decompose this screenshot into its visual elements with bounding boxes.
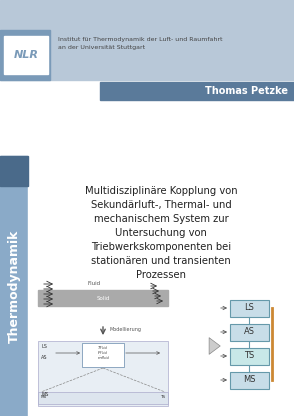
Bar — [0, 156, 28, 416]
Bar — [100, 82, 294, 100]
Bar — [38, 392, 168, 404]
Bar — [38, 341, 168, 406]
Text: TS: TS — [160, 395, 165, 399]
Text: $T_{Fluid}$: $T_{Fluid}$ — [97, 344, 109, 352]
Text: AS: AS — [243, 327, 255, 337]
FancyBboxPatch shape — [82, 343, 124, 367]
Bar — [0, 30, 50, 80]
Text: MS: MS — [41, 392, 49, 397]
Text: Solid: Solid — [96, 295, 110, 300]
FancyBboxPatch shape — [230, 300, 268, 317]
Text: NLR: NLR — [14, 50, 39, 60]
Text: TS: TS — [244, 352, 254, 361]
Text: MS: MS — [41, 395, 47, 399]
Text: Thomas Petzke: Thomas Petzke — [205, 86, 288, 96]
Bar — [28, 100, 294, 416]
Bar — [0, 0, 294, 80]
Text: Institut für Thermodynamik der Luft- und Raumfahrt: Institut für Thermodynamik der Luft- und… — [58, 37, 223, 42]
FancyBboxPatch shape — [230, 347, 268, 364]
Text: LS: LS — [41, 344, 47, 349]
Bar — [38, 290, 168, 306]
FancyBboxPatch shape — [230, 371, 268, 389]
Text: $P_{Fluid}$: $P_{Fluid}$ — [97, 349, 109, 357]
Text: LS: LS — [244, 304, 254, 312]
Text: Fluid: Fluid — [88, 281, 101, 286]
Text: AS: AS — [41, 355, 48, 360]
FancyArrowPatch shape — [209, 338, 220, 354]
Text: Thermodynamik: Thermodynamik — [8, 229, 21, 343]
Text: Modellierung: Modellierung — [110, 327, 142, 332]
Text: Multidisziplinäre Kopplung von
Sekundärluft-, Thermal- und
mechanischem System z: Multidisziplinäre Kopplung von Sekundärl… — [85, 186, 237, 280]
Bar — [4, 36, 48, 74]
Bar — [0, 156, 28, 186]
Text: $\dot{m}_{Fluid}$: $\dot{m}_{Fluid}$ — [96, 354, 109, 362]
Text: MS: MS — [243, 376, 255, 384]
Text: an der Universität Stuttgart: an der Universität Stuttgart — [58, 45, 145, 50]
FancyBboxPatch shape — [230, 324, 268, 341]
